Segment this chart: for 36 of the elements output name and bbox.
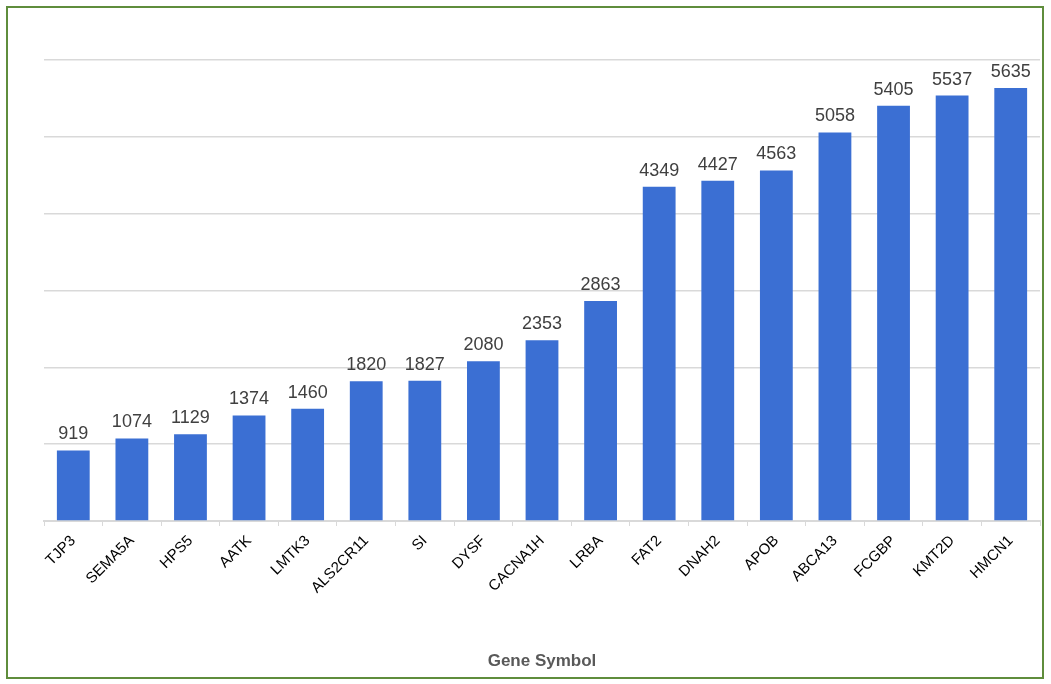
- bar: [174, 434, 207, 521]
- bar: [877, 105, 910, 521]
- bar: [525, 340, 559, 521]
- x-axis-title: Gene Symbol: [487, 651, 597, 671]
- bar: [232, 415, 266, 521]
- data-label: 1827: [404, 353, 445, 374]
- data-label: 1074: [111, 411, 152, 432]
- data-label: 2353: [521, 313, 563, 334]
- bar: [584, 301, 617, 521]
- bar: [701, 180, 735, 521]
- data-label: 1820: [346, 354, 387, 375]
- bar: [115, 438, 149, 521]
- bar: [935, 95, 969, 521]
- data-label: 5635: [990, 61, 1031, 82]
- bar: [759, 170, 793, 521]
- bar: [642, 186, 676, 521]
- data-label: 4563: [756, 143, 797, 164]
- data-label: 1374: [229, 388, 270, 409]
- data-label: 5058: [814, 105, 855, 126]
- data-label: 5537: [932, 68, 973, 89]
- data-label: 5405: [873, 78, 914, 99]
- bar: [56, 450, 90, 521]
- bar: [994, 88, 1028, 521]
- data-label: 2080: [463, 334, 504, 355]
- bar: [818, 132, 852, 521]
- bar: [291, 408, 325, 521]
- data-label: 919: [58, 423, 89, 444]
- data-label: 4349: [639, 159, 680, 180]
- bar: [349, 381, 383, 521]
- bar: [467, 361, 500, 521]
- bar: [408, 380, 442, 521]
- x-tick-label: SI: [407, 531, 430, 554]
- data-label: 1460: [287, 381, 328, 402]
- data-label: 2863: [580, 273, 621, 294]
- data-label: 4427: [697, 153, 738, 174]
- data-label: 1129: [171, 407, 210, 428]
